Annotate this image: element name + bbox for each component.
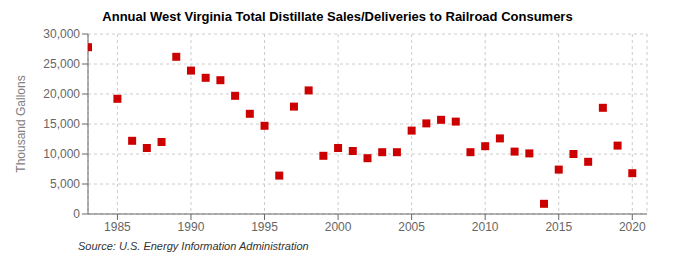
svg-text:5,000: 5,000 bbox=[50, 177, 80, 191]
svg-text:1985: 1985 bbox=[104, 220, 131, 234]
svg-text:25,000: 25,000 bbox=[43, 57, 80, 71]
svg-text:30,000: 30,000 bbox=[43, 27, 80, 41]
svg-text:Thousand Gallons: Thousand Gallons bbox=[14, 75, 28, 172]
svg-text:1990: 1990 bbox=[178, 220, 205, 234]
html-text:Source: U.S. Energy Informatio: Source: U.S. Energy Information Administ… bbox=[78, 240, 309, 252]
svg-text:2000: 2000 bbox=[325, 220, 352, 234]
svg-text:2020: 2020 bbox=[619, 220, 646, 234]
svg-text:1995: 1995 bbox=[251, 220, 278, 234]
svg-text:2005: 2005 bbox=[398, 220, 425, 234]
html-text:Annual West Virginia Total Dis: Annual West Virginia Total Distillate Sa… bbox=[102, 9, 573, 24]
svg-text:2010: 2010 bbox=[472, 220, 499, 234]
svg-text:0: 0 bbox=[73, 207, 80, 221]
svg-text:20,000: 20,000 bbox=[43, 87, 80, 101]
svg-text:10,000: 10,000 bbox=[43, 147, 80, 161]
svg-text:2015: 2015 bbox=[545, 220, 572, 234]
svg-text:15,000: 15,000 bbox=[43, 117, 80, 131]
